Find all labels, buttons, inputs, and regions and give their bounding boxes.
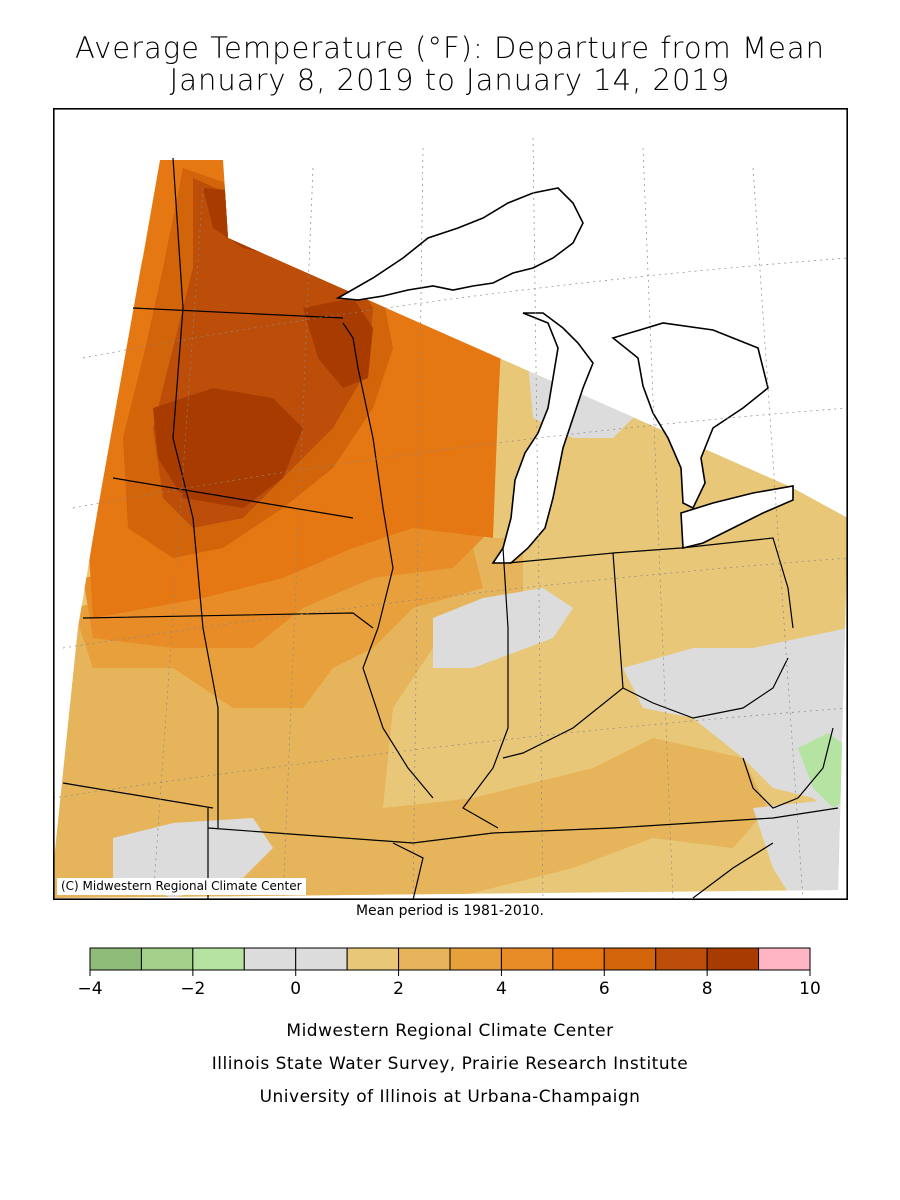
state-boundaries — [62, 157, 839, 900]
footer-survey: Illinois State Water Survey, Prairie Res… — [211, 1054, 689, 1074]
legend-swatch — [758, 947, 811, 971]
legend-tick-label: −2 — [180, 979, 205, 999]
legend-swatch — [89, 947, 142, 971]
mean-period-note: Mean period is 1981-2010. — [355, 903, 545, 919]
map-frame — [53, 108, 848, 900]
map-title: Average Temperature (°F): Departure from… — [74, 31, 826, 65]
lake-superior — [335, 187, 584, 301]
legend-swatch — [140, 947, 194, 971]
legend-swatch — [243, 947, 297, 971]
legend-tick-label: 6 — [599, 979, 610, 999]
temperature-departure-map — [53, 108, 848, 900]
map-subtitle-dates: January 8, 2019 to January 14, 2019 — [169, 63, 731, 97]
legend-swatch — [603, 947, 657, 971]
legend-tick-label: 0 — [290, 979, 301, 999]
legend-swatch — [295, 947, 348, 971]
legend-swatch — [706, 947, 760, 971]
legend-swatch — [500, 947, 554, 971]
lake-michigan — [491, 312, 594, 564]
legend-swatch — [449, 947, 502, 971]
footer-org: Midwestern Regional Climate Center — [286, 1021, 614, 1041]
lake-huron — [611, 322, 769, 510]
legend-swatch — [655, 947, 708, 971]
legend-tick-label: 4 — [496, 979, 507, 999]
lake-erie — [680, 485, 794, 550]
canada-region — [160, 108, 848, 518]
legend-tick-label: 2 — [393, 979, 404, 999]
graticule — [53, 137, 848, 900]
legend-swatch — [192, 947, 245, 971]
legend-tick-label: 10 — [799, 979, 821, 999]
legend-swatch — [346, 947, 400, 971]
legend-swatch — [552, 947, 605, 971]
legend-tick-label: 8 — [702, 979, 713, 999]
map-credit: (C) Midwestern Regional Climate Center — [57, 878, 306, 895]
legend-tick-label: −4 — [77, 979, 102, 999]
footer-university: University of Illinois at Urbana-Champai… — [259, 1087, 641, 1107]
color-legend: −4 −2 0 2 4 6 8 10 — [77, 947, 821, 999]
legend-swatch — [398, 947, 451, 971]
